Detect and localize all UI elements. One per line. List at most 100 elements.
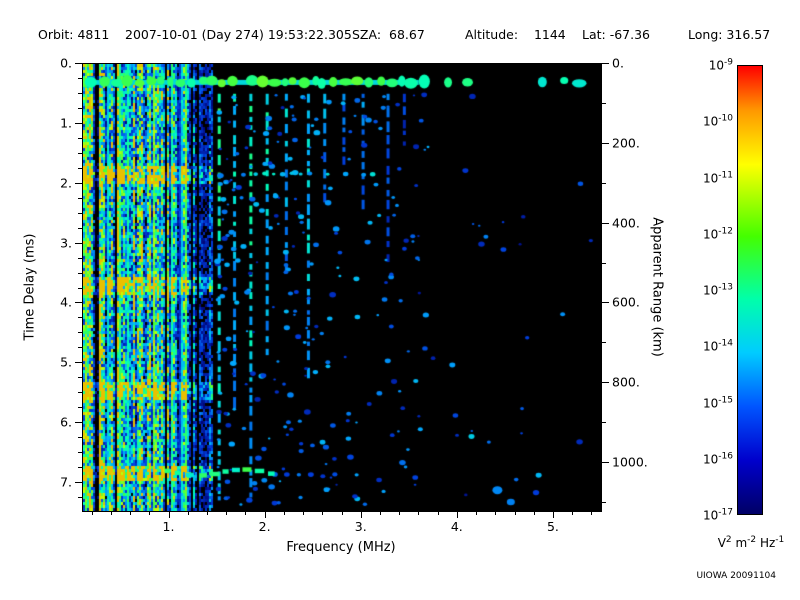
y-right-minor-tick [602, 502, 606, 504]
y-left-minor-tick [78, 197, 82, 199]
x-axis-title: Frequency (MHz) [286, 540, 396, 555]
x-axis-minor-tick [226, 512, 228, 515]
colorbar-tick-label: 10-13 [703, 282, 733, 298]
x-tick-label: 2. [258, 519, 271, 534]
unit-exponent: 2 [725, 535, 732, 545]
y-left-minor-tick [78, 497, 82, 499]
sza-label: SZA: 68.67 [352, 27, 425, 42]
y-left-minor-tick [78, 107, 82, 109]
y-left-minor-tick [78, 272, 82, 274]
x-axis-tick [360, 512, 362, 518]
y-left-minor-tick [78, 377, 82, 379]
x-axis-minor-tick [322, 512, 324, 515]
y-left-tick-label: 2. [60, 175, 72, 191]
colorbar-exponent: -9 [724, 57, 733, 68]
y-right-tick [602, 222, 609, 224]
right-axis-title: Apparent Range (km) [649, 217, 665, 357]
x-axis-minor-tick [187, 512, 189, 515]
datetime-label: 2007-10-01 (Day 274) 19:53:22.305 [125, 27, 352, 42]
unit-exponent: -2 [747, 535, 757, 545]
y-left-tick-label: 1. [60, 115, 72, 131]
y-left-minor-tick [78, 92, 82, 94]
y-left-tick-label: 5. [60, 354, 72, 370]
y-left-tick-label: 3. [60, 235, 72, 251]
altitude-label: Altitude: 1144 [465, 27, 566, 42]
y-left-tick [75, 482, 82, 484]
x-axis-minor-tick [533, 512, 535, 515]
colorbar-units: V2 m-2 Hz-1 [717, 535, 785, 550]
y-left-tick [75, 242, 82, 244]
y-right-tick-label: 600. [612, 294, 640, 310]
y-right-tick [602, 382, 609, 384]
y-left-tick [75, 182, 82, 184]
y-left-minor-tick [78, 332, 82, 334]
x-axis-minor-tick [514, 512, 516, 515]
y-left-tick-label: 7. [60, 474, 72, 490]
x-axis-minor-tick [437, 512, 439, 515]
y-left-tick-label: 6. [60, 414, 72, 430]
y-right-tick-label: 0. [612, 55, 624, 71]
heatmap-canvas [83, 64, 601, 511]
colorbar [737, 65, 763, 515]
colorbar-tick-label: 10-15 [703, 395, 733, 410]
y-left-minor-tick [78, 152, 82, 154]
spectrogram-plot [82, 63, 602, 512]
x-tick-label: 1. [162, 519, 175, 534]
y-left-minor-tick [78, 407, 82, 409]
y-left-minor-tick [78, 392, 82, 394]
x-axis-minor-tick [245, 512, 247, 515]
x-tick-label: 3. [354, 519, 367, 534]
x-tick-label: 5. [546, 519, 559, 534]
y-left-minor-tick [78, 467, 82, 469]
y-right-minor-tick [602, 182, 606, 184]
y-left-tick [75, 63, 82, 64]
y-right-tick-label: 200. [612, 135, 640, 151]
y-left-minor-tick [78, 317, 82, 319]
x-axis-minor-tick [130, 512, 132, 515]
colorbar-exponent: -13 [718, 282, 733, 293]
y-right-tick-label: 400. [612, 215, 640, 231]
colorbar-exponent: -17 [718, 507, 733, 518]
y-left-tick-label: 4. [60, 294, 72, 310]
y-right-tick [602, 462, 609, 464]
x-axis-minor-tick [283, 512, 285, 515]
x-axis-minor-tick [399, 512, 401, 515]
x-axis-minor-tick [379, 512, 381, 515]
x-axis-tick [552, 512, 554, 518]
y-right-minor-tick [602, 422, 606, 424]
colorbar-tick-label: 10-14 [703, 338, 733, 354]
unit-exponent: -1 [775, 535, 785, 545]
y-left-tick-label: 0. [60, 55, 72, 71]
y-left-minor-tick [78, 452, 82, 454]
y-left-tick [75, 122, 82, 124]
x-axis-minor-tick [303, 512, 305, 515]
colorbar-tick-label: 10-16 [703, 451, 733, 467]
colorbar-exponent: -12 [718, 226, 733, 237]
x-axis-minor-tick [572, 512, 574, 515]
y-left-tick [75, 302, 82, 304]
x-axis-tick [456, 512, 458, 518]
y-left-minor-tick [78, 227, 82, 229]
x-tick-label: 4. [450, 519, 463, 534]
y-left-minor-tick [78, 287, 82, 289]
y-right-tick-label: 1000. [612, 454, 648, 470]
x-axis-minor-tick [476, 512, 478, 515]
left-axis-title: Time Delay (ms) [22, 233, 38, 341]
x-axis-minor-tick [418, 512, 420, 515]
y-right-minor-tick [602, 342, 606, 344]
y-left-minor-tick [78, 437, 82, 439]
y-right-minor-tick [602, 102, 606, 104]
y-right-tick [602, 63, 609, 64]
y-right-tick-label: 800. [612, 374, 640, 390]
y-right-minor-tick [602, 262, 606, 264]
colorbar-tick-label: 10-17 [703, 507, 733, 523]
colorbar-tick-label: 10-10 [703, 113, 733, 129]
y-left-minor-tick [78, 167, 82, 169]
x-axis-minor-tick [149, 512, 151, 515]
colorbar-tick-label: 10-12 [703, 226, 733, 242]
y-left-tick [75, 422, 82, 424]
colorbar-tick-label: 10-11 [703, 170, 733, 185]
colorbar-tick-label: 10-9 [708, 57, 733, 73]
y-left-minor-tick [78, 77, 82, 79]
